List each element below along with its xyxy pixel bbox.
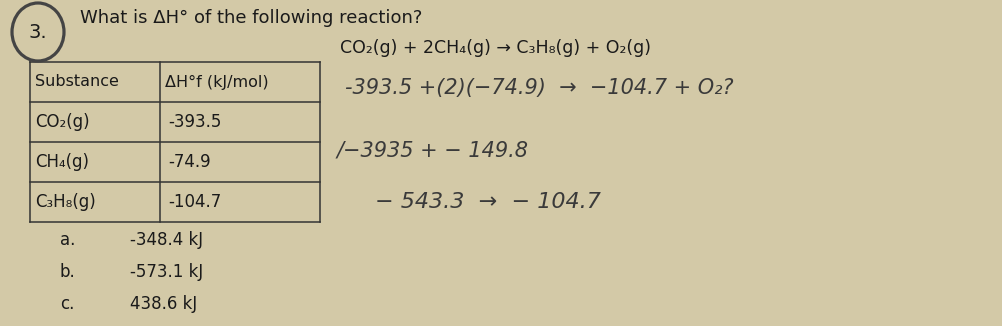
Text: -74.9: -74.9 — [168, 153, 210, 171]
Text: ΔH°f (kJ/mol): ΔH°f (kJ/mol) — [165, 75, 269, 90]
Text: -348.4 kJ: -348.4 kJ — [130, 231, 203, 249]
Text: -393.5: -393.5 — [168, 113, 221, 131]
Text: c.: c. — [60, 295, 74, 313]
Text: − 543.3  →  − 104.7: − 543.3 → − 104.7 — [375, 192, 601, 212]
Text: /−3935 + − 149.8: /−3935 + − 149.8 — [337, 140, 529, 160]
Text: -573.1 kJ: -573.1 kJ — [130, 263, 203, 281]
Text: b.: b. — [60, 263, 76, 281]
Text: a.: a. — [60, 231, 75, 249]
Text: What is ΔH° of the following reaction?: What is ΔH° of the following reaction? — [80, 9, 423, 27]
Text: -393.5 +(2)(−74.9)  →  −104.7 + O₂?: -393.5 +(2)(−74.9) → −104.7 + O₂? — [345, 78, 733, 98]
Text: 438.6 kJ: 438.6 kJ — [130, 295, 197, 313]
Text: C₃H₈(g): C₃H₈(g) — [35, 193, 96, 211]
Text: 3.: 3. — [29, 22, 47, 41]
Text: CO₂(g): CO₂(g) — [35, 113, 89, 131]
Text: -104.7: -104.7 — [168, 193, 221, 211]
Text: CH₄(g): CH₄(g) — [35, 153, 89, 171]
Text: Substance: Substance — [35, 75, 119, 90]
Text: CO₂(g) + 2CH₄(g) → C₃H₈(g) + O₂(g): CO₂(g) + 2CH₄(g) → C₃H₈(g) + O₂(g) — [340, 39, 651, 57]
